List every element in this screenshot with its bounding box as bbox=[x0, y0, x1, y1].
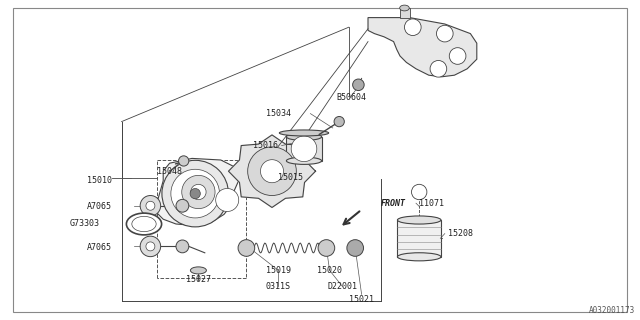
Circle shape bbox=[436, 25, 453, 42]
Text: 15010: 15010 bbox=[87, 176, 112, 185]
Circle shape bbox=[412, 184, 427, 200]
Circle shape bbox=[179, 156, 189, 166]
Circle shape bbox=[404, 19, 421, 36]
Text: B50604: B50604 bbox=[336, 93, 366, 102]
Text: 11071: 11071 bbox=[419, 199, 444, 208]
Circle shape bbox=[146, 201, 155, 210]
Circle shape bbox=[140, 236, 161, 257]
Polygon shape bbox=[287, 137, 321, 161]
Circle shape bbox=[190, 188, 200, 199]
Ellipse shape bbox=[397, 216, 441, 224]
Ellipse shape bbox=[132, 216, 156, 232]
Text: G73303: G73303 bbox=[69, 220, 99, 228]
Text: 15019: 15019 bbox=[266, 266, 291, 275]
Circle shape bbox=[182, 175, 215, 209]
Text: 15027: 15027 bbox=[186, 276, 211, 284]
Text: 15048: 15048 bbox=[157, 167, 182, 176]
Text: 15020: 15020 bbox=[317, 266, 342, 275]
Circle shape bbox=[334, 116, 344, 127]
Ellipse shape bbox=[280, 130, 329, 136]
Ellipse shape bbox=[399, 5, 410, 11]
Circle shape bbox=[430, 60, 447, 77]
Ellipse shape bbox=[127, 213, 161, 235]
Circle shape bbox=[162, 160, 228, 227]
Circle shape bbox=[238, 240, 255, 256]
Circle shape bbox=[176, 240, 189, 253]
Circle shape bbox=[248, 147, 296, 196]
Circle shape bbox=[353, 79, 364, 91]
Circle shape bbox=[216, 188, 239, 212]
Text: 15021: 15021 bbox=[349, 295, 374, 304]
Text: 15016: 15016 bbox=[253, 141, 278, 150]
Polygon shape bbox=[368, 18, 477, 77]
Circle shape bbox=[171, 169, 220, 218]
Polygon shape bbox=[397, 220, 441, 257]
Circle shape bbox=[347, 240, 364, 256]
Text: 15015: 15015 bbox=[278, 173, 303, 182]
Circle shape bbox=[176, 199, 189, 212]
Text: A7065: A7065 bbox=[87, 244, 112, 252]
Circle shape bbox=[449, 48, 466, 64]
Circle shape bbox=[260, 160, 284, 183]
Text: 0311S: 0311S bbox=[266, 282, 291, 291]
Text: FRONT: FRONT bbox=[381, 199, 406, 208]
Text: 15208: 15208 bbox=[448, 229, 473, 238]
Polygon shape bbox=[400, 8, 410, 18]
Ellipse shape bbox=[287, 133, 322, 140]
Text: 15034: 15034 bbox=[266, 109, 291, 118]
Text: A032001173: A032001173 bbox=[589, 306, 635, 315]
Circle shape bbox=[318, 240, 335, 256]
Circle shape bbox=[146, 242, 155, 251]
Polygon shape bbox=[228, 135, 316, 207]
Text: A7065: A7065 bbox=[87, 202, 112, 211]
Circle shape bbox=[140, 196, 161, 216]
Ellipse shape bbox=[397, 253, 441, 261]
Polygon shape bbox=[157, 158, 240, 226]
Ellipse shape bbox=[287, 157, 322, 164]
Circle shape bbox=[291, 136, 317, 162]
Ellipse shape bbox=[191, 267, 206, 274]
Text: D22001: D22001 bbox=[328, 282, 357, 291]
Circle shape bbox=[191, 184, 206, 200]
